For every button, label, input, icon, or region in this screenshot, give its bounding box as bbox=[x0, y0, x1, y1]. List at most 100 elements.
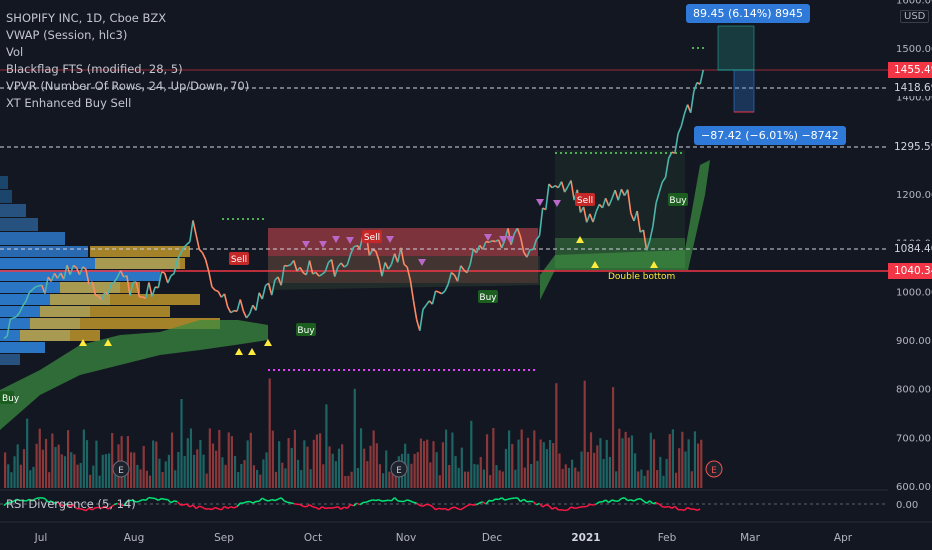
volume-bar bbox=[215, 450, 218, 488]
price-segment bbox=[72, 264, 77, 269]
price-segment bbox=[75, 267, 81, 276]
price-segment bbox=[680, 113, 686, 127]
volume-bar bbox=[426, 439, 429, 488]
legend-vpvr[interactable]: VPVR (Number Of Rows, 24, Up/Down, 70) bbox=[6, 79, 250, 93]
rsi-legend[interactable]: RSI Divergence (5, 14) bbox=[6, 497, 136, 511]
rsi-segment bbox=[586, 503, 591, 508]
symbol-title[interactable]: SHOPIFY INC, 1D, Cboe BZX bbox=[6, 11, 167, 25]
price-segment bbox=[333, 266, 339, 277]
currency-label[interactable]: USD bbox=[900, 10, 930, 23]
price-segment bbox=[548, 183, 553, 189]
volume-bar bbox=[167, 454, 170, 488]
time-axis[interactable]: Jul Aug Sep Oct Nov Dec 2021 Feb Mar Apr bbox=[34, 532, 853, 544]
x-tick-label: Sep bbox=[214, 532, 234, 544]
x-tick-label: Jul bbox=[34, 532, 48, 544]
volume-bar bbox=[32, 466, 35, 488]
volume-bar bbox=[615, 471, 618, 488]
price-segment bbox=[35, 285, 39, 288]
sell-triangle bbox=[319, 241, 327, 248]
price-segment bbox=[340, 262, 345, 268]
rsi-segment bbox=[173, 500, 178, 503]
buy-triangle bbox=[104, 339, 112, 346]
volume-bar bbox=[4, 452, 7, 488]
legend-vol[interactable]: Vol bbox=[6, 45, 24, 59]
volume-bar bbox=[640, 469, 643, 488]
rsi-segment bbox=[375, 499, 380, 502]
price-segment bbox=[343, 264, 348, 268]
price-segment bbox=[538, 208, 544, 236]
rsi-segment bbox=[674, 505, 679, 511]
volume-bar bbox=[177, 452, 180, 488]
rsi-segment bbox=[482, 501, 487, 505]
volume-bar bbox=[422, 441, 426, 488]
price-segment bbox=[38, 284, 42, 287]
volume-bar bbox=[10, 472, 13, 488]
sell-signal-label: Sell bbox=[231, 255, 247, 265]
y-tick-label: 1500.00 bbox=[896, 44, 932, 55]
volume-bar bbox=[82, 429, 85, 488]
price-segment bbox=[485, 240, 490, 244]
price-segment bbox=[155, 286, 159, 289]
volume-bar bbox=[331, 453, 334, 488]
rsi-segment bbox=[652, 501, 657, 505]
price-segment bbox=[677, 125, 682, 134]
rsi-segment bbox=[202, 506, 206, 510]
price-segment bbox=[217, 291, 223, 298]
volume-bar bbox=[293, 429, 296, 488]
rsi-segment bbox=[192, 504, 197, 510]
rsi-segment bbox=[318, 506, 323, 510]
legend-xt[interactable]: XT Enhanced Buy Sell bbox=[6, 96, 132, 110]
sell-triangle bbox=[499, 236, 507, 243]
price-segment bbox=[13, 315, 17, 319]
rsi-segment bbox=[233, 505, 238, 509]
rsi-segment bbox=[25, 498, 30, 502]
rsi-segment bbox=[639, 498, 644, 502]
price-segment bbox=[95, 294, 99, 297]
volume-bar bbox=[630, 435, 634, 488]
price-segment bbox=[119, 270, 125, 278]
rsi-segment bbox=[681, 508, 685, 512]
rsi-segment bbox=[567, 506, 572, 511]
volume-bar bbox=[416, 452, 419, 488]
rsi-segment bbox=[220, 505, 226, 511]
volume-bar bbox=[605, 439, 608, 488]
rsi-segment bbox=[630, 499, 635, 502]
price-segment bbox=[116, 270, 122, 278]
legend-blackflag[interactable]: Blackflag FTS (modified, 28, 5) bbox=[6, 62, 183, 76]
price-segment bbox=[390, 253, 396, 265]
volume-bar bbox=[419, 438, 422, 488]
volume-bar bbox=[13, 456, 16, 488]
volume-bar bbox=[671, 429, 674, 488]
price-segment bbox=[321, 270, 326, 275]
rsi-segment bbox=[538, 502, 544, 508]
price-segment bbox=[299, 266, 304, 274]
volume-bar bbox=[202, 454, 205, 488]
rsi-segment bbox=[154, 497, 159, 501]
rsi-segment bbox=[545, 504, 550, 507]
rsi-segment bbox=[463, 505, 468, 509]
price-segment bbox=[444, 283, 449, 292]
price-segment bbox=[658, 181, 664, 193]
sell-signal bbox=[229, 252, 249, 265]
price-segment bbox=[179, 247, 185, 255]
volume-bar bbox=[583, 380, 586, 488]
volume-bar bbox=[391, 469, 394, 488]
price-segment bbox=[22, 300, 27, 307]
sell-triangle bbox=[553, 200, 561, 207]
rsi-segment bbox=[170, 500, 175, 504]
price-segment bbox=[173, 259, 179, 274]
volume-bar bbox=[268, 378, 271, 488]
rsi-segment bbox=[617, 497, 622, 502]
legend-vwap[interactable]: VWAP (Session, hlc3) bbox=[6, 28, 128, 42]
price-segment bbox=[170, 272, 175, 277]
price-segment bbox=[667, 151, 673, 159]
buy-signal-label: Buy bbox=[2, 394, 20, 404]
volume-bar bbox=[133, 452, 136, 488]
volume-bar bbox=[366, 461, 369, 488]
volume-bar bbox=[246, 440, 249, 488]
rsi-segment bbox=[665, 505, 669, 508]
rsi-segment bbox=[403, 499, 408, 503]
volume-bar bbox=[501, 471, 504, 488]
volume-bar bbox=[378, 464, 382, 488]
